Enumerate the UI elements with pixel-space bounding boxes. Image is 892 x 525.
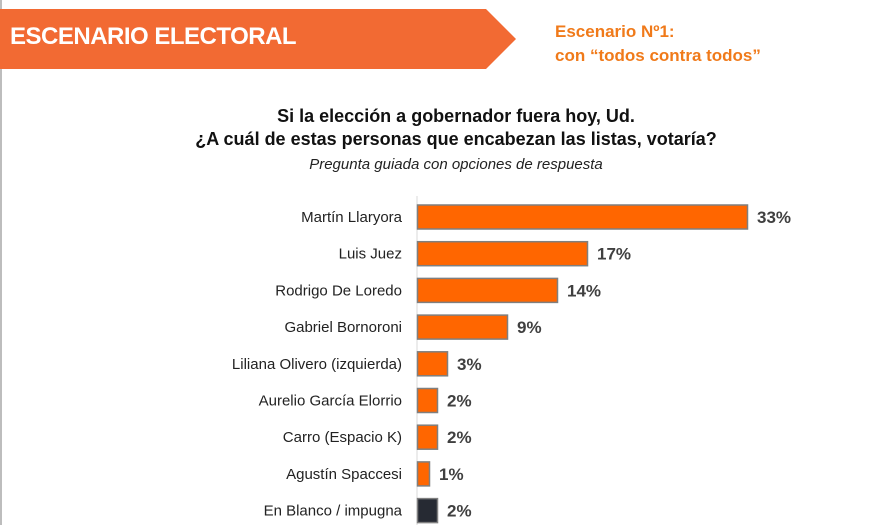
category-label: Luis Juez [339,246,402,263]
category-label: Gabriel Bornoroni [284,319,402,336]
value-label: 1% [439,465,464,484]
bar-4 [416,314,509,340]
value-label: 2% [447,428,472,447]
value-label: 2% [447,392,472,411]
bar-1 [416,204,749,230]
banner-arrow-shape [0,9,516,69]
question-line-1: Si la elección a gobernador fuera hoy, U… [277,106,635,126]
category-label: Martín Llaryora [301,209,403,226]
question-subtitle: Pregunta guiada con opciones de respuest… [309,156,603,173]
category-label: Aurelio García Elorrio [259,393,402,410]
scenario-label: Escenario Nº1: con “todos contra todos” [555,20,761,68]
value-label: 17% [597,245,631,264]
bar-6 [416,387,439,414]
bar-9 [416,497,439,524]
value-label: 3% [457,355,482,374]
left-border-rule [0,0,2,525]
banner-title: ESCENARIO ELECTORAL [10,23,297,50]
value-label: 2% [447,502,472,521]
category-label: En Blanco / impugna [264,503,403,520]
bar-5 [416,351,449,377]
bar-3 [416,277,559,304]
category-label: Carro (Espacio K) [283,429,402,446]
bar-2 [416,240,589,267]
section-banner: ESCENARIO ELECTORAL [0,9,516,69]
question-line-2: ¿A cuál de estas personas que encabezan … [195,129,717,149]
value-label: 33% [757,208,791,227]
scenario-line-1: Escenario Nº1: [555,22,675,41]
category-label: Rodrigo De Loredo [275,282,402,299]
scenario-line-2: con “todos contra todos” [555,46,761,65]
value-label: 9% [517,318,542,337]
bar-8 [416,461,431,487]
category-label: Liliana Olivero (izquierda) [232,356,402,373]
bar-7 [416,424,439,450]
value-label: 14% [567,281,601,300]
category-label: Agustín Spaccesi [286,466,402,483]
